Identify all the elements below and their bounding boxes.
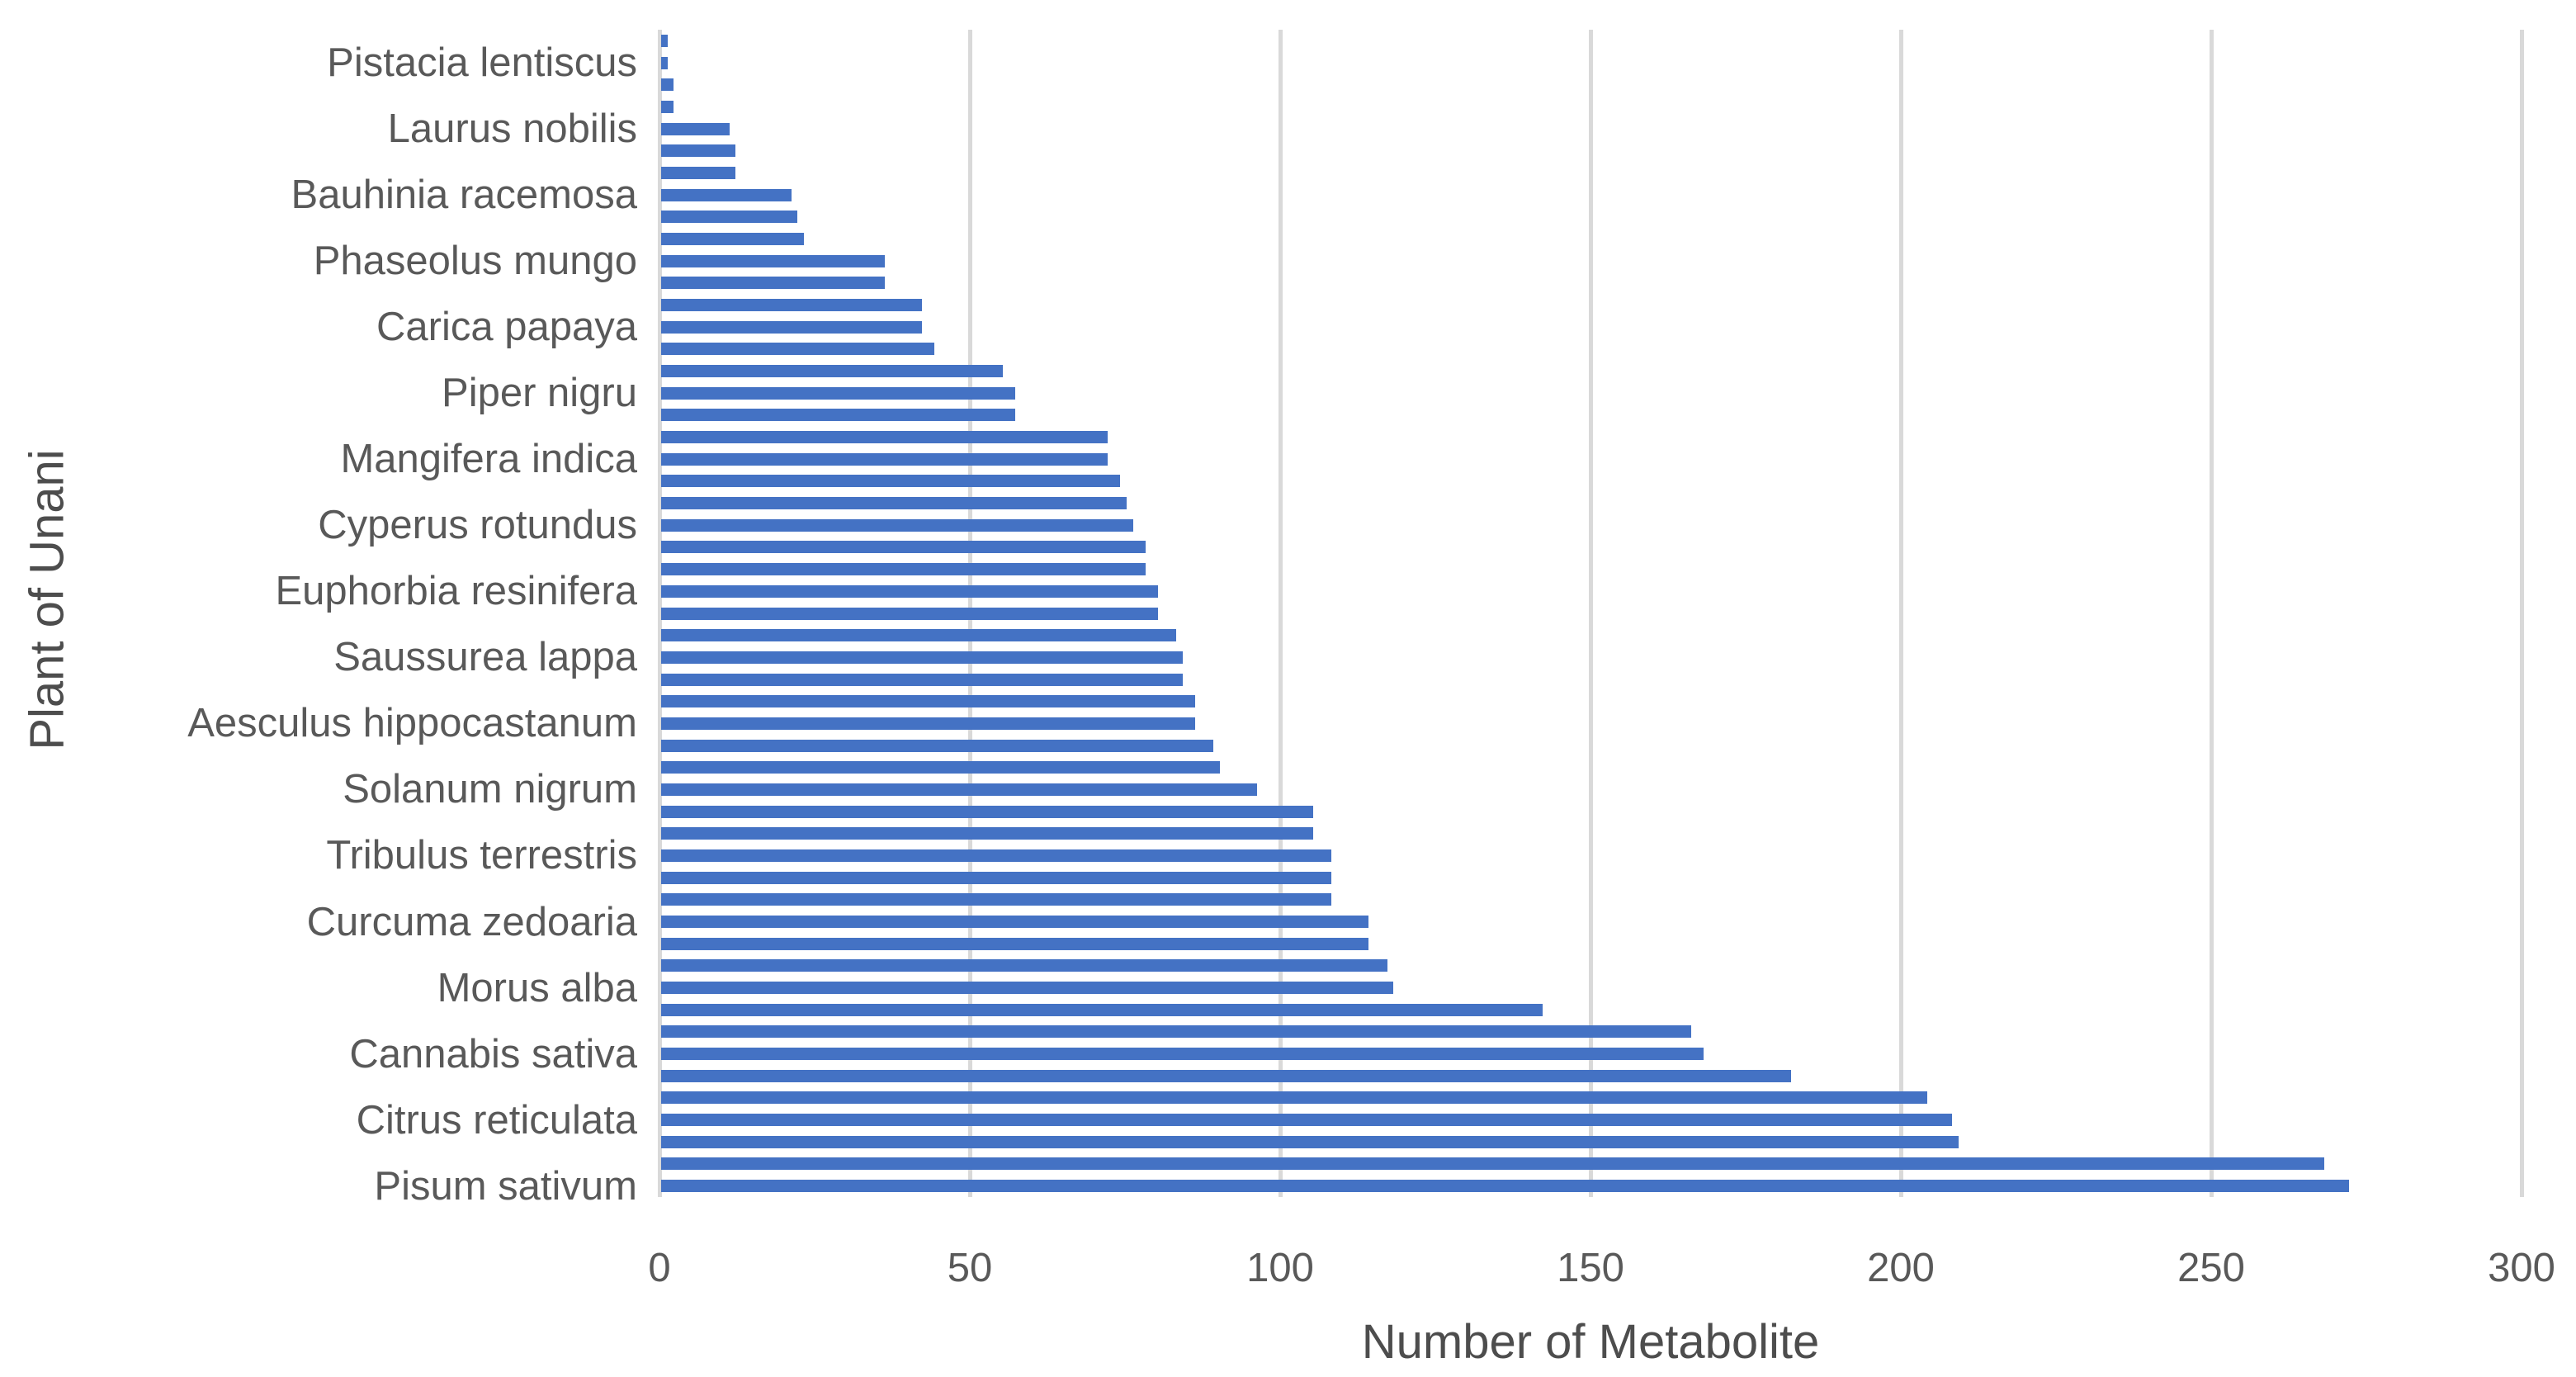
category-label-mangifera-indica: Mangifera indica: [340, 437, 637, 482]
bar-unlabeled-6: [661, 166, 736, 179]
bar-unlabeled-11: [661, 277, 885, 290]
bar-unlabeled-35: [661, 805, 1313, 818]
bar-bauhinia-racemosa: [661, 188, 792, 201]
category-label-pistacia-lentiscus: Pistacia lentiscus: [327, 40, 637, 86]
bar-unlabeled-20: [661, 475, 1121, 488]
bar-unlabeled-51: [661, 1157, 2325, 1171]
category-label-cannabis-sativa: Cannabis sativa: [349, 1031, 637, 1077]
category-label-carica-papaya: Carica papaya: [376, 305, 637, 350]
bar-unlabeled-17: [661, 409, 1015, 422]
bar-unlabeled-45: [661, 1025, 1692, 1039]
bar-unlabeled-15: [661, 365, 1003, 378]
bar-unlabeled-9: [661, 232, 804, 245]
bar-unlabeled-30: [661, 695, 1195, 708]
tick-label-50: 50: [947, 1246, 993, 1290]
bar-unlabeled-0: [661, 34, 668, 47]
bar-laurus-nobilis: [661, 122, 730, 135]
bar-unlabeled-26: [661, 607, 1158, 620]
bar-unlabeled-48: [661, 1091, 1928, 1105]
bar-tribulus-terrestris: [661, 849, 1332, 862]
category-label-pisum-sativum: Pisum sativum: [374, 1163, 637, 1209]
bar-curcuma-zedoaria: [661, 916, 1369, 928]
gridline-0: [658, 30, 662, 1197]
bar-unlabeled-24: [661, 563, 1146, 576]
category-label-tribulus-terrestris: Tribulus terrestris: [326, 833, 637, 878]
bar-unlabeled-39: [661, 893, 1332, 906]
bar-cyperus-rotundus: [661, 518, 1133, 532]
bar-unlabeled-38: [661, 871, 1332, 884]
category-label-aesculus-hippocastanum: Aesculus hippocastanum: [187, 701, 637, 746]
bar-unlabeled-50: [661, 1135, 1959, 1148]
bar-solanum-nigrum: [661, 783, 1257, 796]
gridline-150: [1589, 30, 1593, 1197]
bar-unlabeled-41: [661, 937, 1369, 950]
bar-unlabeled-42: [661, 959, 1387, 972]
tick-label-100: 100: [1246, 1246, 1314, 1290]
category-label-laurus-nobilis: Laurus nobilis: [387, 106, 637, 152]
bar-unlabeled-8: [661, 211, 798, 224]
bar-pistacia-lentiscus: [661, 56, 668, 69]
category-label-phaseolus-mungo: Phaseolus mungo: [313, 239, 637, 284]
category-label-bauhinia-racemosa: Bauhinia racemosa: [291, 173, 637, 218]
tick-label-150: 150: [1557, 1246, 1624, 1290]
bar-unlabeled-2: [661, 78, 674, 92]
category-label-morus-alba: Morus alba: [437, 965, 637, 1010]
tick-label-300: 300: [2488, 1246, 2555, 1290]
gridline-200: [1899, 30, 1903, 1197]
gridline-100: [1279, 30, 1283, 1197]
bar-cannabis-sativa: [661, 1048, 1704, 1061]
bar-unlabeled-21: [661, 497, 1127, 510]
gridline-250: [2210, 30, 2214, 1197]
gridline-300: [2520, 30, 2524, 1197]
tick-label-0: 0: [648, 1246, 671, 1290]
bar-mangifera-indica: [661, 452, 1108, 466]
category-label-euphorbia-resinifera: Euphorbia resinifera: [275, 569, 637, 614]
tick-label-250: 250: [2177, 1246, 2245, 1290]
bar-morus-alba: [661, 982, 1394, 995]
bar-unlabeled-12: [661, 298, 922, 311]
bar-unlabeled-5: [661, 144, 736, 158]
bar-citrus-reticulata: [661, 1114, 1953, 1127]
bar-unlabeled-27: [661, 629, 1177, 642]
bar-euphorbia-resinifera: [661, 584, 1158, 598]
bar-unlabeled-23: [661, 541, 1146, 554]
bar-unlabeled-29: [661, 673, 1183, 686]
bar-unlabeled-44: [661, 1003, 1543, 1016]
category-label-citrus-reticulata: Citrus reticulata: [356, 1097, 637, 1143]
category-label-piper-nigru: Piper nigru: [442, 371, 637, 416]
category-label-cyperus-rotundus: Cyperus rotundus: [318, 503, 637, 548]
bar-aesculus-hippocastanum: [661, 717, 1195, 730]
bar-unlabeled-18: [661, 431, 1108, 444]
tick-label-200: 200: [1867, 1246, 1935, 1290]
bar-pisum-sativum: [661, 1180, 2350, 1193]
category-label-saussurea-lappa: Saussurea lappa: [333, 635, 637, 680]
bar-piper-nigru: [661, 386, 1015, 400]
bar-unlabeled-32: [661, 739, 1214, 752]
bar-unlabeled-14: [661, 343, 934, 356]
y-axis-title: Plant of Unani: [20, 449, 74, 750]
bar-saussurea-lappa: [661, 651, 1183, 664]
bar-carica-papaya: [661, 320, 922, 334]
bar-unlabeled-33: [661, 761, 1220, 774]
x-axis-title: Number of Metabolite: [1361, 1315, 1820, 1369]
bar-unlabeled-36: [661, 827, 1313, 840]
category-label-curcuma-zedoaria: Curcuma zedoaria: [306, 899, 637, 944]
bar-unlabeled-47: [661, 1069, 1791, 1082]
category-label-solanum-nigrum: Solanum nigrum: [343, 767, 637, 812]
bar-phaseolus-mungo: [661, 254, 885, 267]
bar-unlabeled-3: [661, 100, 674, 113]
